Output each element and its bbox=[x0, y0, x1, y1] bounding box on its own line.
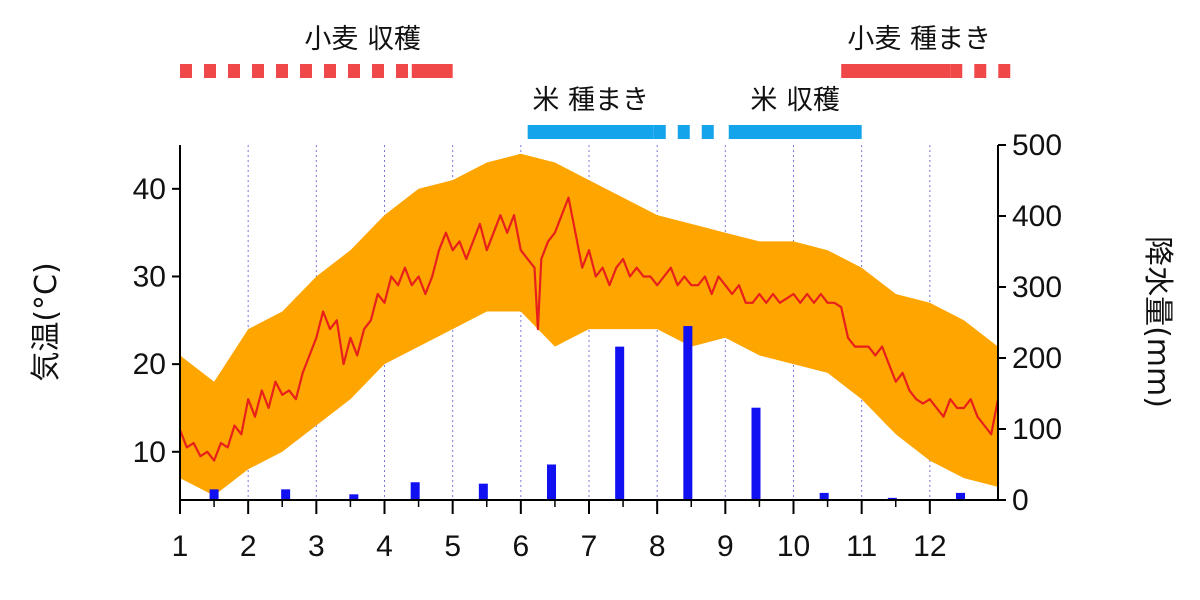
x-tick-label: 9 bbox=[717, 530, 734, 563]
right-tick-label: 100 bbox=[1012, 413, 1062, 446]
precipitation-bar bbox=[349, 494, 359, 500]
precipitation-bar bbox=[683, 326, 693, 500]
right-tick-label: 0 bbox=[1012, 484, 1029, 517]
activity-label: 米 種まき bbox=[532, 85, 649, 116]
precipitation-bar bbox=[410, 482, 420, 500]
x-tick-label: 4 bbox=[376, 530, 393, 563]
activity-label: 小麦 種まき bbox=[847, 24, 991, 55]
activity-label: 小麦 収穫 bbox=[304, 24, 421, 55]
x-tick-label: 3 bbox=[308, 530, 325, 563]
x-tick-label: 8 bbox=[649, 530, 666, 563]
temperature-mean-polyline bbox=[178, 196, 1000, 462]
x-tick-label: 6 bbox=[512, 530, 529, 563]
activity-label: 米 収穫 bbox=[750, 85, 840, 116]
x-tick-label: 2 bbox=[240, 530, 257, 563]
temperature-mean-line bbox=[178, 196, 1000, 462]
left-tick-label: 10 bbox=[133, 436, 166, 469]
precipitation-bar bbox=[209, 489, 219, 500]
activity-bar-solid bbox=[841, 64, 951, 78]
x-tick-label: 1 bbox=[172, 530, 189, 563]
left-tick-label: 30 bbox=[133, 260, 166, 293]
right-tick-label: 400 bbox=[1012, 200, 1062, 233]
left-axis-ticks: 10 20 30 40 bbox=[133, 173, 180, 469]
left-axis-title: 気温(°C) bbox=[29, 262, 64, 381]
x-tick-label: 10 bbox=[777, 530, 810, 563]
left-tick-label: 40 bbox=[133, 173, 166, 206]
right-axis-title: 降水量(mm) bbox=[1140, 236, 1175, 408]
activity-bar-solid bbox=[728, 125, 862, 139]
precipitation-bar bbox=[956, 492, 966, 500]
right-axis-ticks: 0 100 200 300 400 500 bbox=[998, 129, 1062, 517]
precipitation-bar bbox=[751, 407, 761, 500]
right-tick-label: 200 bbox=[1012, 342, 1062, 375]
precipitation-bar bbox=[547, 464, 557, 500]
temperature-range-area bbox=[180, 153, 998, 496]
right-tick-label: 300 bbox=[1012, 271, 1062, 304]
activity-bar-solid bbox=[527, 125, 654, 139]
activity-bars bbox=[180, 64, 1012, 139]
activity-bar-solid bbox=[411, 64, 453, 78]
precipitation-bar bbox=[819, 492, 829, 500]
precipitation-bar bbox=[615, 346, 625, 500]
x-axis-ticks: 1 2 3 4 5 6 7 8 9 10 11 12 bbox=[172, 500, 947, 563]
precipitation-bar bbox=[281, 489, 291, 500]
precipitation-bars bbox=[209, 326, 966, 500]
precipitation-bar bbox=[887, 497, 897, 500]
x-tick-label: 11 bbox=[846, 530, 877, 563]
right-tick-label: 500 bbox=[1012, 129, 1062, 162]
x-tick-label: 12 bbox=[913, 530, 946, 563]
x-tick-label: 5 bbox=[444, 530, 461, 563]
x-tick-label: 7 bbox=[581, 530, 598, 563]
precipitation-bar bbox=[478, 483, 488, 500]
temperature-range-band bbox=[180, 153, 998, 496]
left-tick-label: 20 bbox=[133, 348, 166, 381]
